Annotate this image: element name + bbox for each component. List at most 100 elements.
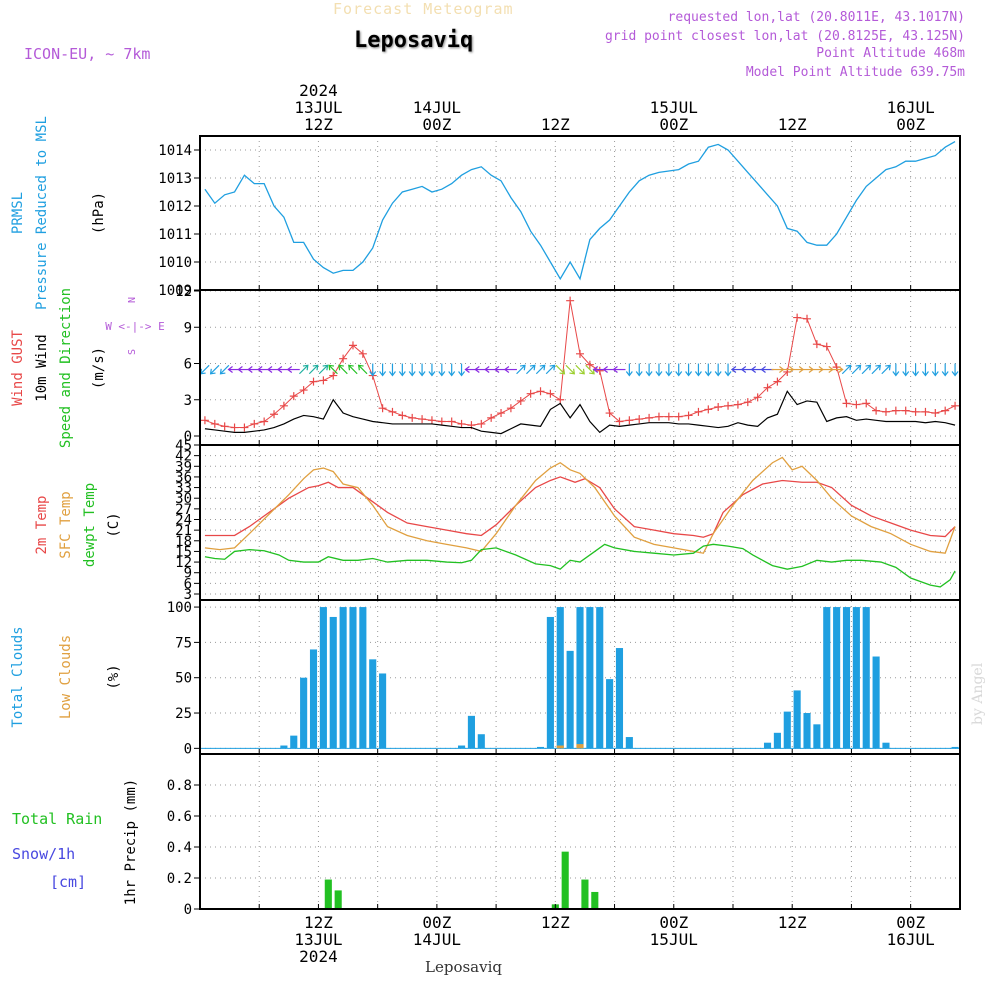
arrow-shaft [338, 364, 348, 375]
gust-marker [793, 313, 802, 322]
wind-direction-arrow [448, 363, 456, 377]
y-axis-label: dewpt Temp [82, 483, 98, 567]
arrow-shaft [328, 364, 338, 375]
arrow-head [579, 368, 585, 375]
gust-marker [872, 406, 881, 415]
y-tick-label: 1009 [158, 283, 192, 299]
wind-direction-arrow [428, 363, 436, 377]
gust-marker [329, 371, 338, 380]
arrow-head [494, 366, 500, 374]
bottom-time-label: 12Z [778, 913, 807, 932]
gust-marker [546, 389, 555, 398]
gust-marker [674, 412, 683, 421]
wind-direction-arrow [438, 363, 446, 377]
arrow-head [625, 371, 633, 377]
arrow-head [448, 371, 456, 377]
rain-bar [334, 890, 342, 909]
panel-frame [199, 753, 961, 910]
arrow-head [760, 366, 766, 374]
gust-marker [891, 406, 900, 415]
bottom-time-label: 00Z [896, 913, 925, 932]
total-cloud-bar [536, 746, 545, 749]
total-cloud-bar [556, 607, 564, 749]
arrow-head [704, 371, 712, 377]
rain-bar [581, 879, 589, 909]
gust-marker [576, 349, 584, 358]
y-tick-label: 0.4 [167, 840, 192, 856]
compass-south: S [127, 349, 138, 355]
arrow-head [838, 366, 844, 374]
compass-north: N [127, 297, 138, 303]
gust-marker [497, 409, 506, 418]
arrow-head [503, 366, 510, 374]
gust-marker [210, 419, 219, 428]
wind-direction-arrow [545, 364, 556, 375]
gust-marker [279, 401, 288, 410]
gust-marker [319, 376, 328, 385]
top-time-label: 12Z [778, 115, 807, 134]
total-cloud-bar [951, 746, 959, 749]
wind-direction-arrow [902, 363, 910, 377]
snow-legend-label: Snow/1h [12, 845, 75, 863]
total-cloud-bar [280, 745, 288, 749]
y-tick-label: 0.6 [167, 809, 192, 825]
arrow-head [484, 366, 490, 374]
top-time-label: 13JUL [294, 98, 342, 117]
y-tick-label: 1010 [158, 255, 192, 271]
panel-frame [199, 444, 961, 601]
total-cloud-bar [586, 607, 594, 749]
gust-marker [822, 342, 831, 351]
wind-direction-arrow [851, 364, 862, 375]
top-time-label: 15JUL [650, 98, 698, 117]
y-tick-label: 30 [175, 491, 192, 507]
bottom-time-label: 12Z [541, 913, 570, 932]
gust-marker [901, 406, 910, 415]
y-tick-label: 42 [175, 449, 192, 465]
chart-title: Leposaviq [354, 28, 474, 53]
wind-direction-arrow [685, 363, 693, 377]
arrow-shaft [575, 364, 585, 375]
y-tick-label: 50 [175, 671, 192, 687]
point-altitude: Point Altitude 468m [816, 46, 965, 61]
y-axis-label: (%) [106, 664, 122, 689]
wind-direction-arrow [526, 364, 536, 375]
gust-marker [763, 383, 772, 392]
arrow-head [885, 364, 891, 371]
gust-marker [694, 407, 703, 416]
arrow-shaft [348, 364, 358, 375]
arrow-head [302, 364, 309, 371]
wind-direction-arrow [694, 363, 702, 377]
top-time-label: 14JUL [413, 98, 461, 117]
total-cloud-bar [833, 607, 841, 749]
y-tick-label: 9 [184, 566, 192, 582]
wind-direction-arrow [357, 364, 368, 375]
gust-marker [477, 419, 486, 428]
arrow-head [865, 364, 872, 371]
wind-direction-arrow [585, 364, 595, 375]
y-tick-label: 0.8 [167, 778, 192, 794]
wind-direction-arrow [704, 363, 712, 377]
arrow-head [529, 364, 536, 371]
dewpt-temp-line [204, 543, 956, 588]
gust-marker [250, 419, 259, 428]
arrow-head [388, 371, 396, 377]
y-axis-label: SFC Temp [58, 491, 74, 558]
y-tick-label: 18 [175, 534, 192, 550]
gust-marker [408, 413, 417, 422]
arrow-head [519, 364, 526, 371]
arrow-head [357, 364, 364, 371]
arrow-shaft [210, 364, 220, 375]
gust-marker [753, 393, 762, 402]
gust-marker [516, 396, 525, 405]
arrow-head [912, 371, 920, 377]
gust-marker [714, 403, 723, 411]
wind-direction-arrow [408, 363, 416, 377]
total-cloud-bar [300, 677, 308, 749]
model-label: ICON-EU, ~ 7km [24, 45, 151, 63]
gust-marker [309, 377, 318, 386]
wind-direction-arrow [209, 364, 220, 375]
arrow-head [655, 371, 663, 377]
total-cloud-bar [458, 745, 466, 749]
wind-direction-arrow [516, 364, 526, 375]
total-cloud-bar [823, 607, 831, 749]
